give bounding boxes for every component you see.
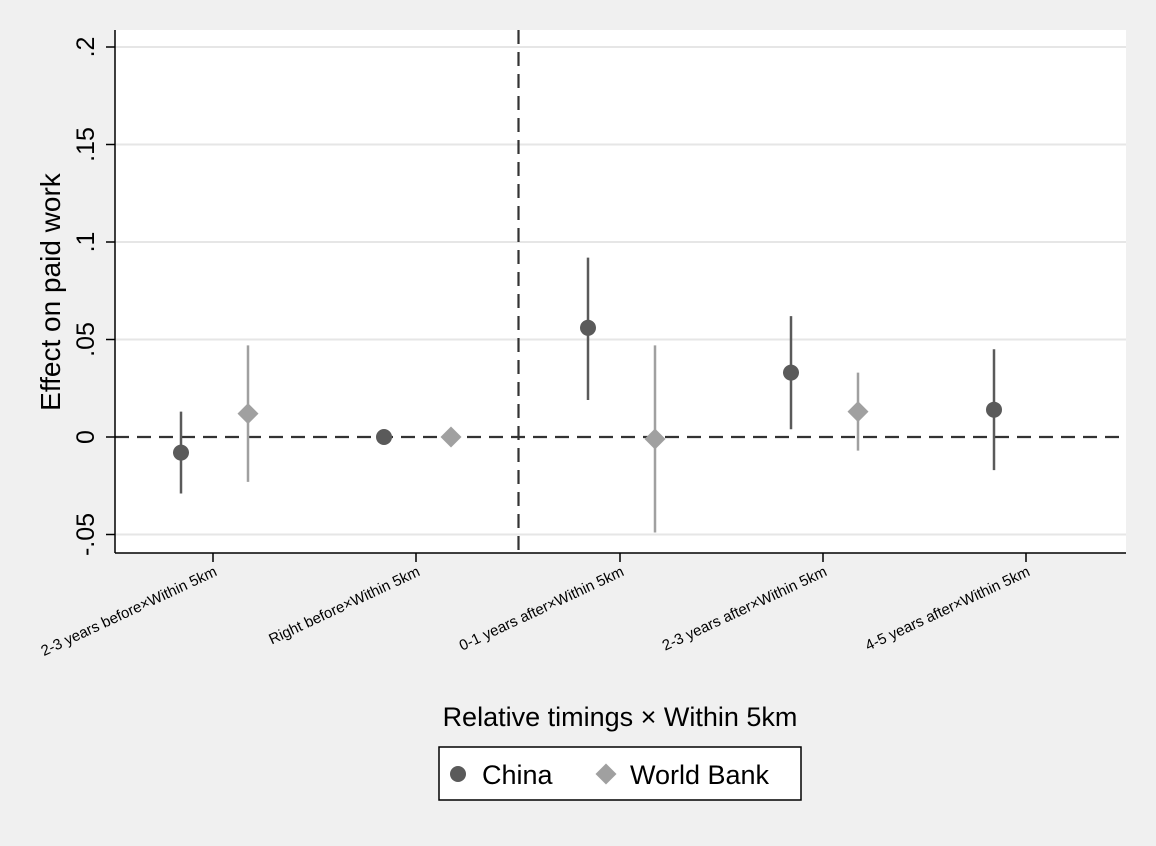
legend: China World Bank <box>438 746 802 801</box>
data-point-world-bank <box>847 401 869 423</box>
data-point-china <box>173 444 189 461</box>
plot-area <box>115 30 1126 553</box>
data-point-world-bank <box>440 426 462 448</box>
legend-box <box>438 746 802 801</box>
y-tick-label: 0 <box>72 430 100 444</box>
y-tick-label: .2 <box>72 37 100 58</box>
data-point-china <box>783 364 799 381</box>
y-tick-label: .15 <box>72 127 100 162</box>
reference-lines <box>115 30 1126 553</box>
data-point-world-bank <box>644 428 666 450</box>
x-tick-label: 2-3 years after×Within 5km <box>660 563 830 654</box>
y-tick-label: .1 <box>72 232 100 253</box>
x-tick-label: 0-1 years after×Within 5km <box>457 563 627 654</box>
x-tick-label: 4-5 years after×Within 5km <box>863 563 1033 654</box>
y-tick-label: -.05 <box>72 513 100 556</box>
data-marks <box>173 257 1002 533</box>
legend-marker-china <box>450 766 466 782</box>
legend-label: World Bank <box>630 760 770 790</box>
x-tick-label: 2-3 years before×Within 5km <box>38 563 219 660</box>
x-tick-label: Right before×Within 5km <box>266 563 422 648</box>
legend-marker-world-bank <box>595 763 617 785</box>
y-tick-label: .05 <box>72 322 100 357</box>
data-point-china <box>376 429 392 445</box>
data-point-china <box>986 401 1002 418</box>
y-axis-label: Effect on paid work <box>35 172 66 411</box>
data-point-china <box>580 319 596 336</box>
data-point-world-bank <box>237 403 259 425</box>
grid-lines <box>115 46 1126 536</box>
legend-label: China <box>482 760 554 790</box>
x-axis-label: Relative timings × Within 5km <box>443 702 798 732</box>
